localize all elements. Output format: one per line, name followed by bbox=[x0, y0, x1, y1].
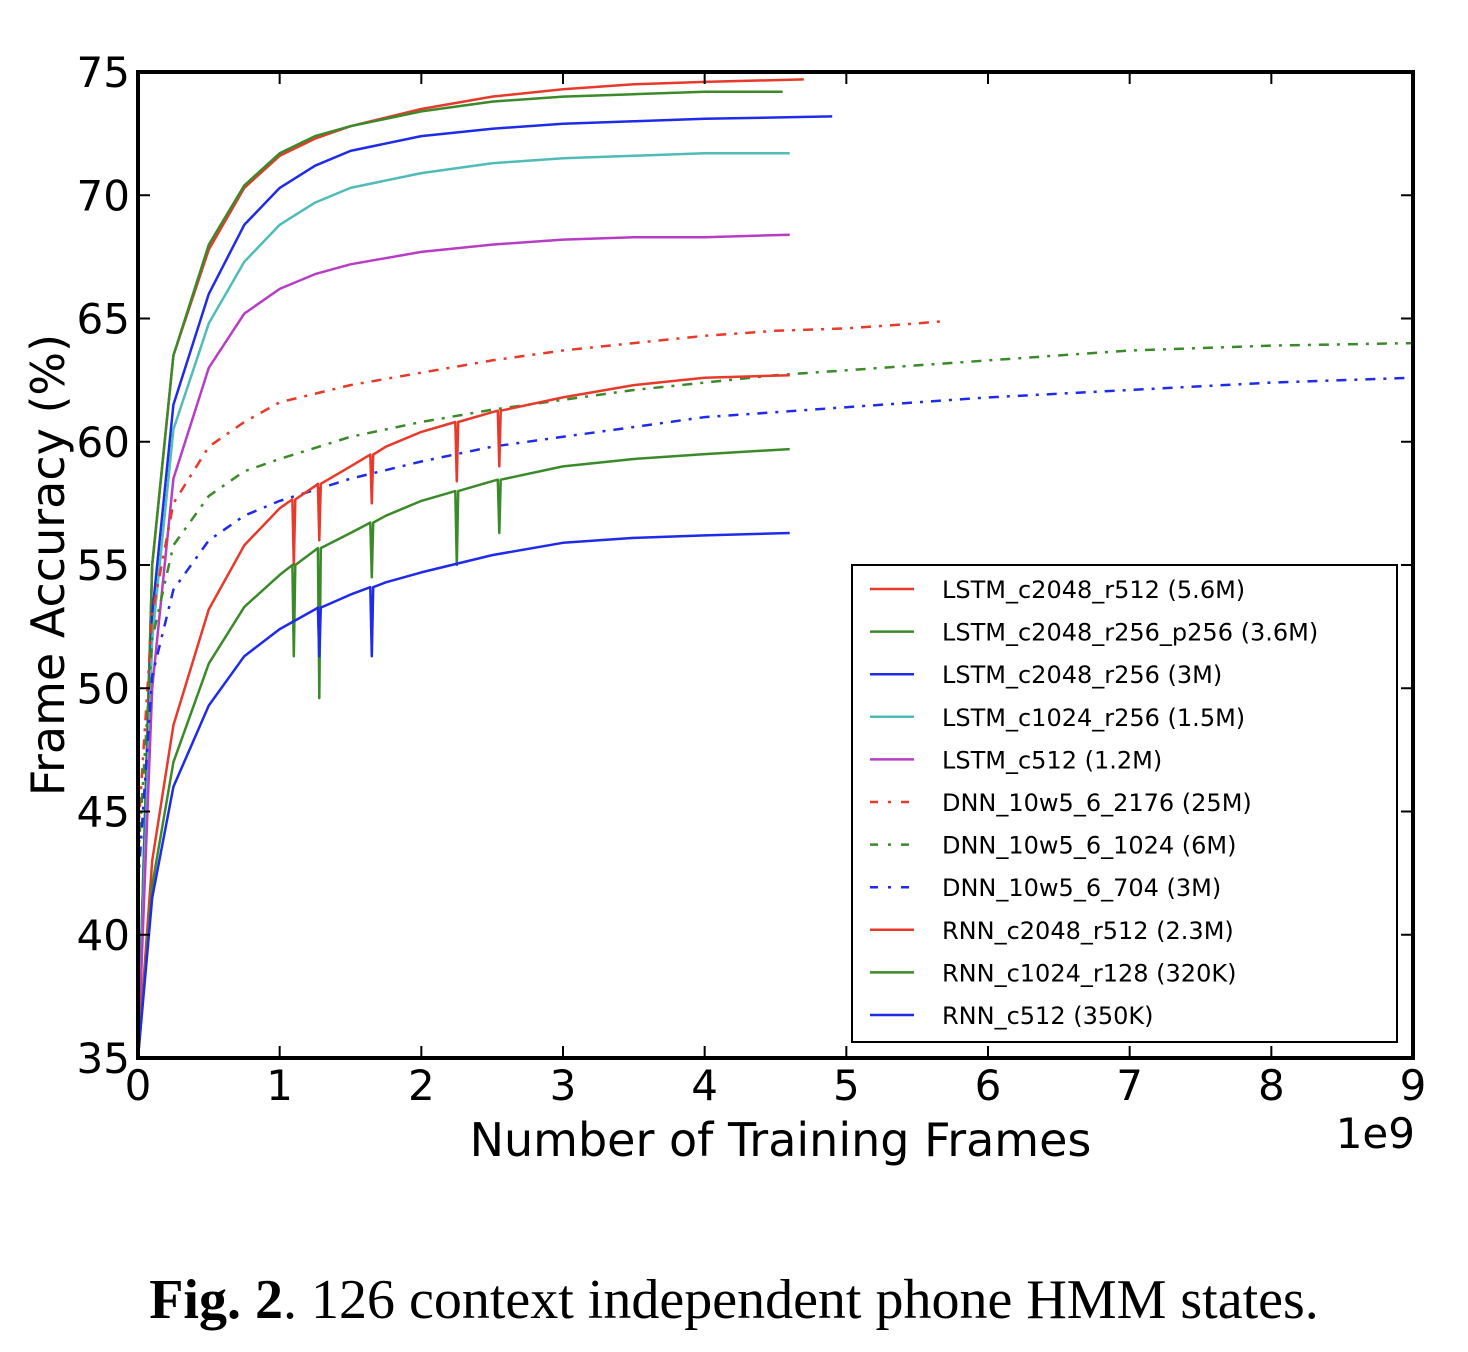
legend-label: LSTM_c2048_r512 (5.6M) bbox=[942, 576, 1245, 604]
x-tick-label: 6 bbox=[975, 1061, 1002, 1110]
legend: LSTM_c2048_r512 (5.6M) LSTM_c2048_r256_p2… bbox=[851, 564, 1398, 1043]
x-tick-label: 9 bbox=[1400, 1061, 1427, 1110]
legend-label: DNN_10w5_6_704 (3M) bbox=[942, 874, 1221, 902]
x-tick-label: 8 bbox=[1258, 1061, 1285, 1110]
legend-label: RNN_c1024_r128 (320K) bbox=[942, 959, 1236, 987]
caption-label: Fig. 2 bbox=[149, 1269, 283, 1331]
legend-label: LSTM_c1024_r256 (1.5M) bbox=[942, 704, 1245, 732]
legend-label: RNN_c512 (350K) bbox=[942, 1002, 1154, 1030]
x-axis-multiplier: 1e9 bbox=[1336, 1109, 1415, 1158]
legend-label: DNN_10w5_6_1024 (6M) bbox=[942, 832, 1237, 860]
x-axis-title: Number of Training Frames bbox=[470, 1113, 1092, 1167]
series-layer bbox=[138, 78, 1413, 1058]
x-tick-label: 5 bbox=[833, 1061, 860, 1110]
legend-label: LSTM_c2048_r256_p256 (3.6M) bbox=[942, 619, 1318, 647]
series-line-4 bbox=[138, 233, 790, 1058]
figure-caption: Fig. 2. 126 context independent phone HM… bbox=[0, 1268, 1468, 1332]
x-tick-label: 3 bbox=[550, 1061, 577, 1110]
series-line-10 bbox=[138, 531, 790, 1058]
series-line-7 bbox=[138, 376, 1413, 886]
y-tick-label: 40 bbox=[77, 911, 130, 960]
series-line-1 bbox=[138, 90, 783, 1058]
y-tick-label: 60 bbox=[77, 418, 130, 467]
x-tick-label: 4 bbox=[691, 1061, 718, 1110]
legend-label: LSTM_c2048_r256 (3M) bbox=[942, 661, 1222, 689]
y-tick-label: 75 bbox=[77, 48, 130, 97]
series-line-8 bbox=[138, 373, 790, 1058]
y-axis-title: Frame Accuracy (%) bbox=[21, 334, 75, 796]
series-line-2 bbox=[138, 115, 833, 1058]
legend-box bbox=[851, 564, 1398, 1043]
caption-text: . 126 context independent phone HMM stat… bbox=[282, 1269, 1319, 1331]
x-tick-label: 0 bbox=[125, 1061, 152, 1110]
y-tick-label: 55 bbox=[77, 541, 130, 590]
series-line-9 bbox=[138, 447, 790, 1058]
legend-label: LSTM_c512 (1.2M) bbox=[942, 746, 1162, 774]
series-line-5 bbox=[138, 319, 946, 837]
series-line-3 bbox=[138, 152, 790, 1058]
y-tick-label: 35 bbox=[77, 1034, 130, 1083]
y-tick-label: 65 bbox=[77, 295, 130, 344]
y-tick-label: 70 bbox=[77, 171, 130, 220]
legend-label: DNN_10w5_6_2176 (25M) bbox=[942, 789, 1252, 817]
series-line-0 bbox=[138, 78, 804, 1058]
y-tick-label: 45 bbox=[77, 788, 130, 837]
x-tick-label: 1 bbox=[266, 1061, 293, 1110]
series-line-6 bbox=[138, 341, 1413, 861]
y-tick-label: 50 bbox=[77, 664, 130, 713]
legend-label: RNN_c2048_r512 (2.3M) bbox=[942, 917, 1234, 945]
x-tick-label: 2 bbox=[408, 1061, 435, 1110]
x-tick-label: 7 bbox=[1116, 1061, 1143, 1110]
